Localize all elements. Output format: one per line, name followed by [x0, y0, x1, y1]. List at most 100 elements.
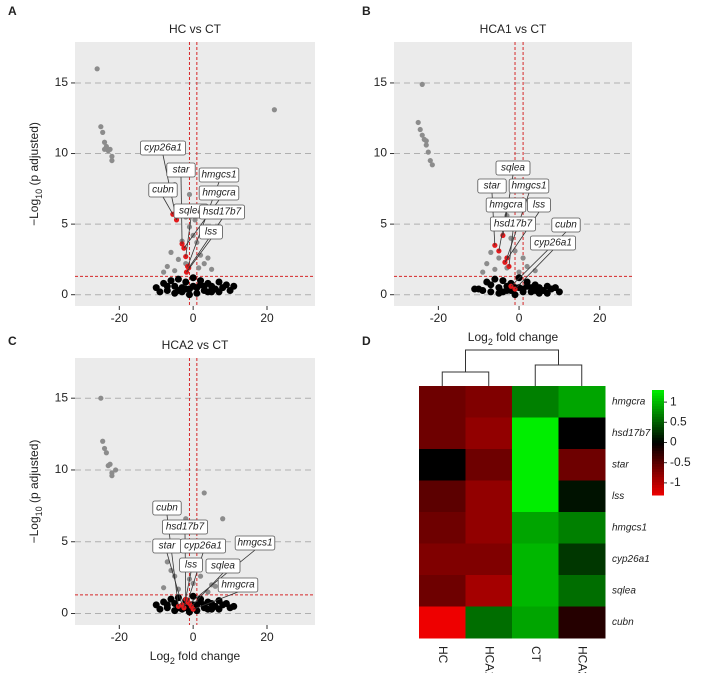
point	[201, 261, 207, 267]
colorbar-tick-label: 0	[670, 435, 677, 449]
point	[215, 278, 223, 286]
point	[193, 289, 201, 297]
gene-label: lss	[205, 227, 217, 238]
heat-cell	[512, 386, 559, 418]
point	[189, 274, 197, 282]
colorbar-segment	[652, 397, 664, 401]
colorbar-segment	[652, 400, 664, 404]
axis-label-main: −Log	[27, 199, 41, 226]
colorbar-segment	[652, 416, 664, 420]
colorbar-segment	[652, 468, 664, 472]
gene-label: hmgcs1	[511, 181, 546, 192]
y-tick-label: 15	[55, 390, 69, 404]
point	[204, 288, 212, 296]
heat-cell	[419, 575, 466, 607]
colorbar-segment	[652, 458, 664, 462]
y-tick-label: 0	[61, 606, 68, 620]
gene-label: hmgcra	[221, 580, 255, 591]
heat-cell	[419, 417, 466, 450]
colorbar-segment	[652, 450, 664, 454]
heat-cell	[465, 606, 513, 639]
point	[487, 281, 495, 289]
point	[201, 490, 207, 496]
colorbar-segment	[652, 492, 664, 496]
leader-line	[185, 217, 192, 257]
gene-label: lss	[533, 200, 545, 211]
colorbar-segment	[652, 392, 664, 396]
point	[192, 217, 198, 223]
point	[164, 263, 170, 270]
gene-label: sqlea	[211, 561, 235, 572]
x-tick-label: 20	[260, 311, 274, 325]
row-label: cubn	[612, 617, 634, 628]
point	[425, 149, 431, 155]
point	[197, 281, 205, 289]
point	[220, 516, 226, 522]
row-label: star	[612, 459, 629, 470]
heat-cell	[558, 575, 606, 607]
gene-label: star	[173, 165, 190, 176]
label-box	[495, 160, 531, 176]
axis-label: −Log10 (p adjusted)	[27, 122, 44, 226]
point	[189, 592, 197, 600]
y-tick-label: 15	[374, 75, 388, 89]
heat-cell	[419, 386, 466, 418]
point	[499, 277, 507, 285]
point	[523, 282, 531, 290]
point	[531, 286, 539, 294]
chart-title: HCA2 vs CT	[162, 338, 229, 352]
point	[197, 252, 204, 258]
gene-label: cubn	[156, 503, 178, 514]
colorbar-segment	[652, 474, 664, 478]
heat-cell	[419, 543, 466, 576]
point	[230, 602, 238, 610]
point	[417, 126, 423, 133]
heat-cell	[512, 512, 559, 544]
gene-label: hsd17b7	[166, 522, 205, 533]
gene-label: sqlea	[501, 163, 525, 174]
label-box	[530, 235, 577, 251]
axis-label-main: −Log	[27, 516, 41, 543]
label-box	[205, 558, 241, 574]
heat-cell	[558, 480, 606, 513]
panel-letter: A	[8, 4, 17, 18]
label-box	[139, 140, 186, 156]
row-label: sqlea	[612, 585, 636, 596]
x-tick-label: -20	[111, 311, 129, 325]
point	[204, 605, 212, 613]
point	[222, 281, 230, 289]
point	[471, 285, 479, 293]
heat-cell	[465, 512, 513, 544]
colorbar-segment	[652, 471, 664, 475]
y-tick-label: 10	[374, 146, 388, 160]
column-label: HC	[436, 646, 450, 664]
point	[423, 142, 429, 148]
point	[174, 286, 182, 294]
point	[524, 263, 530, 270]
point	[419, 81, 425, 87]
label-box	[161, 519, 208, 535]
x-tick-label: 0	[190, 630, 197, 644]
label-box	[527, 197, 551, 213]
leader-line	[162, 196, 174, 215]
point	[100, 438, 106, 444]
y-tick-label: 0	[380, 287, 387, 301]
label-box	[551, 217, 581, 233]
point	[182, 278, 190, 286]
colorbar-segment	[652, 447, 664, 451]
colorbar-segment	[652, 405, 664, 409]
axis-label-rest: (p adjusted)	[27, 122, 41, 189]
colorbar-segment	[652, 442, 664, 446]
gene-label: cubn	[152, 185, 174, 196]
point	[212, 583, 218, 589]
point	[271, 107, 277, 113]
point	[429, 162, 435, 168]
point	[103, 450, 109, 456]
gene-label: cubn	[555, 220, 577, 231]
colorbar-segment	[652, 418, 664, 422]
heat-cell	[512, 606, 559, 639]
point	[197, 598, 205, 606]
point	[164, 559, 170, 565]
heat-cell	[558, 386, 606, 418]
